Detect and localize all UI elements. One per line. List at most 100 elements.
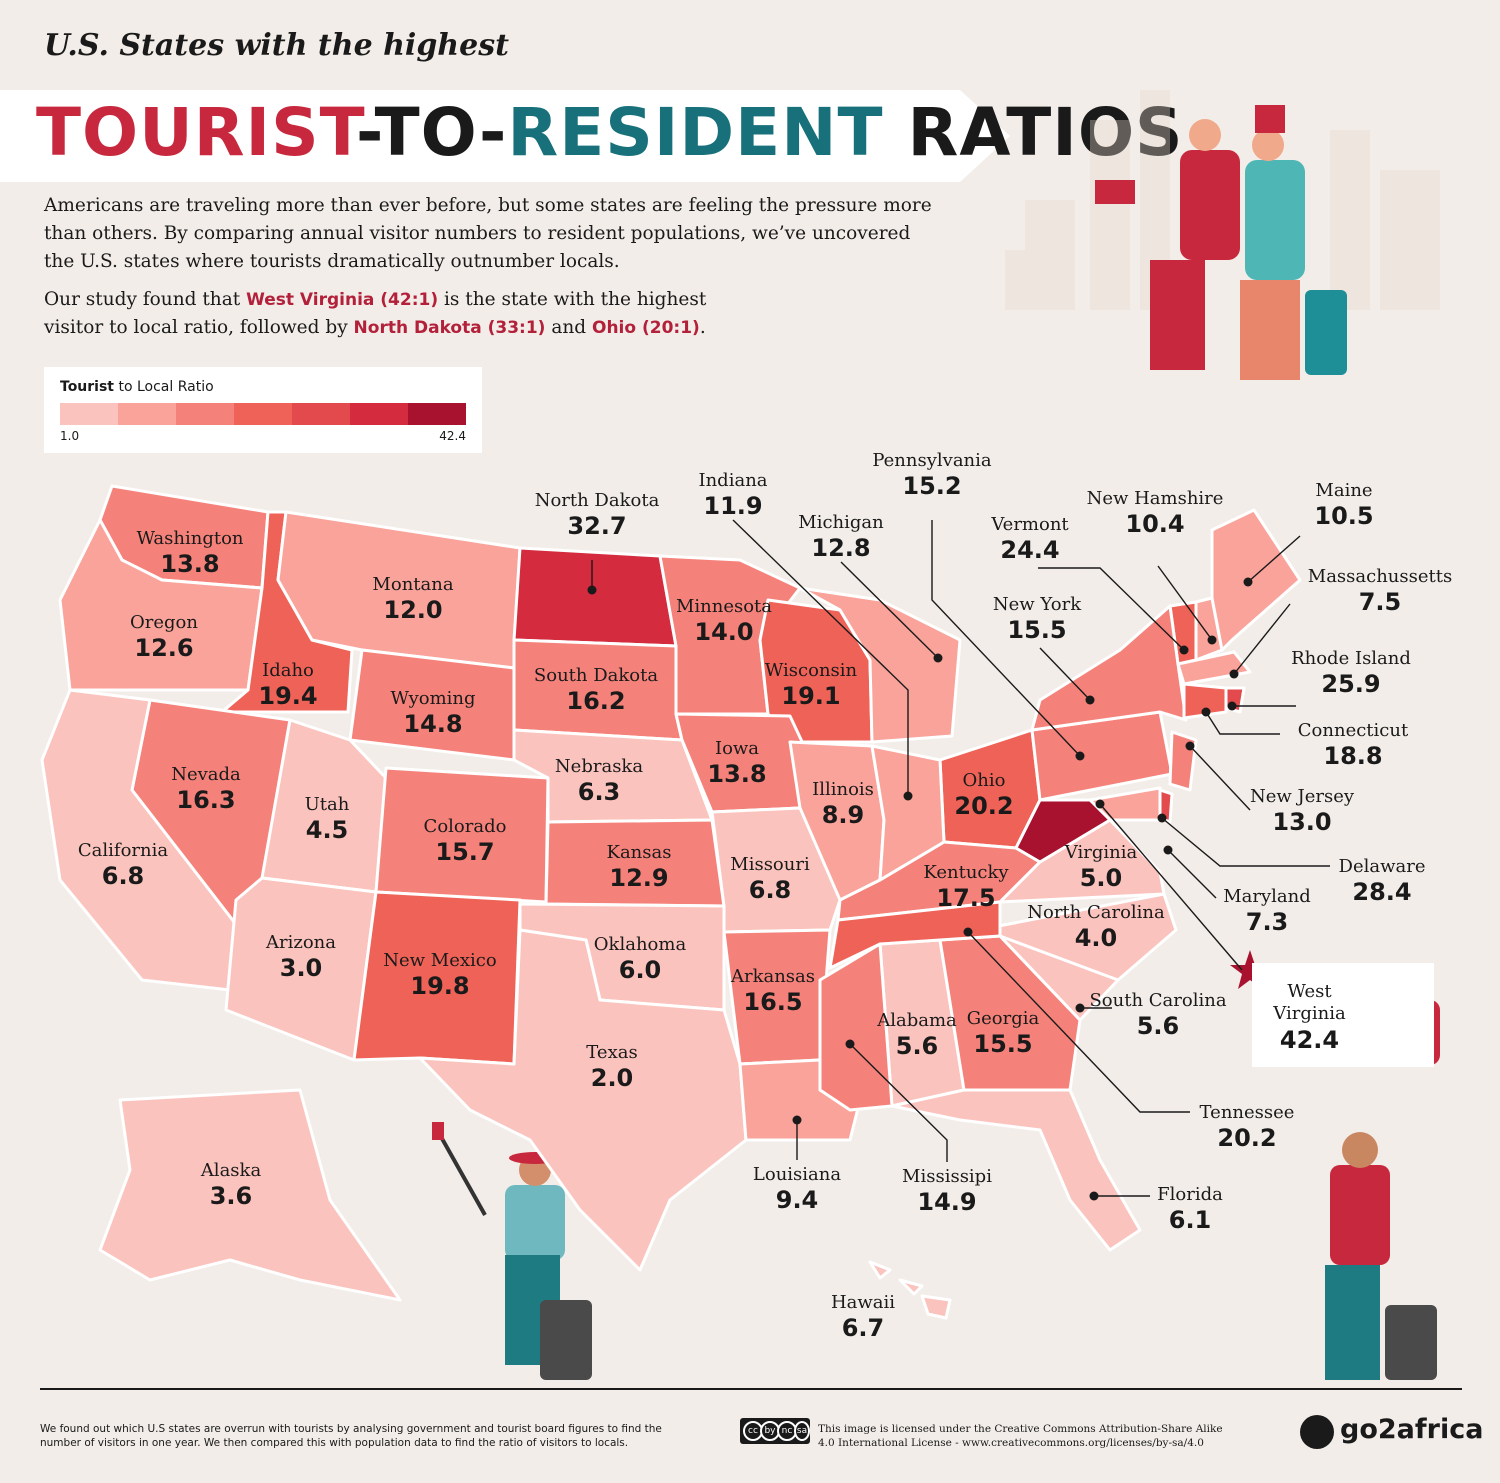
wv-name-line2: Virginia bbox=[1273, 1003, 1346, 1024]
state-ratio-value: 18.8 bbox=[1323, 742, 1383, 770]
state-west-virginia bbox=[1014, 798, 1112, 864]
label-south-carolina: South Carolina 5.6 bbox=[1089, 990, 1226, 1040]
state-virginia bbox=[998, 818, 1166, 904]
state-name: Missouri bbox=[730, 854, 810, 875]
legend-min: 1.0 bbox=[60, 429, 80, 443]
state-ratio-value: 17.5 bbox=[936, 884, 996, 912]
label-pennsylvania: Pennsylvania 15.2 bbox=[872, 450, 991, 500]
findings-text-a: Our study found that bbox=[44, 289, 247, 310]
state-maine bbox=[1210, 508, 1302, 652]
state-name: Nevada bbox=[171, 764, 241, 785]
state-name: South Carolina bbox=[1089, 990, 1227, 1011]
state-ratio-value: 15.5 bbox=[973, 1030, 1033, 1058]
label-mississipi: Mississipi 14.9 bbox=[902, 1166, 992, 1216]
label-kentucky: Kentucky 17.5 bbox=[923, 862, 1008, 912]
state-south-carolina bbox=[998, 934, 1120, 1022]
state-new-jersey bbox=[1168, 730, 1198, 792]
state-name: Florida bbox=[1157, 1184, 1223, 1205]
leader-dot-maine bbox=[1243, 577, 1253, 587]
state-name: Utah bbox=[304, 794, 350, 815]
legend-title-bold: Tourist bbox=[60, 379, 115, 395]
state-ratio-value: 19.4 bbox=[258, 682, 318, 710]
leader-dot-maryland bbox=[1163, 845, 1173, 855]
state-ratio-value: 20.2 bbox=[1217, 1124, 1277, 1152]
leader-line-maine bbox=[1247, 535, 1301, 583]
state-ratio-value: 4.0 bbox=[1074, 924, 1118, 952]
legend-title: Tourist to Local Ratio bbox=[60, 379, 214, 395]
leader-lines-layer bbox=[591, 519, 1330, 1197]
label-missouri: Missouri 6.8 bbox=[730, 854, 809, 904]
state-name: Texas bbox=[586, 1042, 638, 1063]
state-ratio-value: 12.6 bbox=[134, 634, 194, 662]
state-ratio-value: 10.4 bbox=[1125, 510, 1185, 538]
label-utah: Utah 4.5 bbox=[305, 794, 350, 844]
label-washington: Washington 13.8 bbox=[136, 528, 243, 578]
state-ratio-value: 24.4 bbox=[1000, 536, 1060, 564]
state-ratio-value: 7.3 bbox=[1245, 908, 1289, 936]
travelers-illustration bbox=[1095, 105, 1347, 380]
intro-paragraph: Americans are traveling more than ever b… bbox=[44, 195, 932, 272]
leader-dot-louisiana bbox=[792, 1115, 802, 1125]
label-tennessee: Tennessee 20.2 bbox=[1200, 1102, 1295, 1152]
leader-dot-new-jersey bbox=[1185, 741, 1195, 751]
state-ratio-value: 6.3 bbox=[577, 778, 621, 806]
findings-highlight-nd: North Dakota (33:1) bbox=[353, 318, 546, 338]
label-south-dakota: South Dakota 16.2 bbox=[534, 665, 658, 715]
cc-badge-sa: sa bbox=[794, 1421, 810, 1441]
state-name: Louisiana bbox=[752, 1164, 842, 1185]
decor-layer bbox=[432, 90, 1440, 1380]
label-virginia: Virginia 5.0 bbox=[1065, 842, 1137, 892]
state-ratio-value: 6.0 bbox=[618, 956, 662, 984]
legend-swatch bbox=[176, 403, 234, 425]
state-name: North Carolina bbox=[1027, 902, 1165, 923]
label-louisiana: Louisiana 9.4 bbox=[753, 1164, 841, 1214]
state-name: Washington bbox=[136, 528, 244, 549]
state-name: Kansas bbox=[606, 842, 672, 863]
legend-max: 42.4 bbox=[439, 429, 466, 443]
brand-logo-text: go2africa bbox=[1340, 1414, 1484, 1445]
leader-dots-layer bbox=[587, 577, 1253, 1201]
state-ratio-value: 7.5 bbox=[1358, 588, 1402, 616]
color-legend: Tourist to Local Ratio 1.0 42.4 bbox=[44, 367, 482, 453]
state-ratio-value: 13.8 bbox=[160, 550, 220, 578]
label-connecticut: Connecticut 18.8 bbox=[1298, 720, 1408, 770]
state-name: Minnesota bbox=[675, 596, 773, 617]
title-tourist: TOURIST bbox=[36, 94, 356, 171]
state-ratio-value: 11.9 bbox=[703, 492, 763, 520]
leader-line-maryland bbox=[1167, 849, 1217, 899]
legend-swatch bbox=[350, 403, 408, 425]
leader-line-indiana bbox=[732, 519, 909, 796]
state-name: Idaho bbox=[262, 660, 314, 681]
leader-line-delaware bbox=[1161, 817, 1330, 867]
state-ratio-value: 6.8 bbox=[101, 862, 145, 890]
state-ratio-value: 3.6 bbox=[209, 1182, 253, 1210]
state-alaska bbox=[98, 1088, 402, 1302]
state-michigan bbox=[798, 586, 962, 744]
state-name: Oregon bbox=[130, 612, 198, 633]
states-layer bbox=[40, 484, 1302, 1320]
state-indiana bbox=[870, 744, 946, 882]
leader-dot-north-dakota bbox=[587, 585, 597, 595]
label-north-dakota: North Dakota 32.7 bbox=[535, 490, 660, 540]
label-montana: Montana 12.0 bbox=[372, 574, 453, 624]
license-text: This image is licensed under the Creativ… bbox=[818, 1423, 1223, 1449]
label-ohio: Ohio 20.2 bbox=[954, 770, 1013, 820]
state-name: Nebraska bbox=[554, 756, 644, 777]
state-name: Maine bbox=[1315, 480, 1373, 501]
state-ratio-value: 6.7 bbox=[841, 1314, 885, 1342]
label-alaska: Alaska 3.6 bbox=[201, 1160, 261, 1210]
label-arkansas: Arkansas 16.5 bbox=[731, 966, 815, 1016]
state-ratio-value: 32.7 bbox=[567, 512, 627, 540]
state-ratio-value: 12.8 bbox=[811, 534, 871, 562]
label-new-hamshire: New Hamshire 10.4 bbox=[1087, 488, 1224, 538]
legend-swatch bbox=[234, 403, 292, 425]
leader-dot-south-carolina bbox=[1075, 1003, 1085, 1013]
state-connecticut bbox=[1182, 682, 1228, 720]
state-ratio-value: 4.5 bbox=[305, 816, 349, 844]
label-oklahoma: Oklahoma 6.0 bbox=[594, 934, 686, 984]
state-name: Arizona bbox=[265, 932, 337, 953]
state-florida bbox=[890, 1088, 1142, 1252]
legend-swatch bbox=[60, 403, 118, 425]
label-rhode-island: Rhode Island 25.9 bbox=[1291, 648, 1411, 698]
state-ratio-value: 20.2 bbox=[954, 792, 1014, 820]
